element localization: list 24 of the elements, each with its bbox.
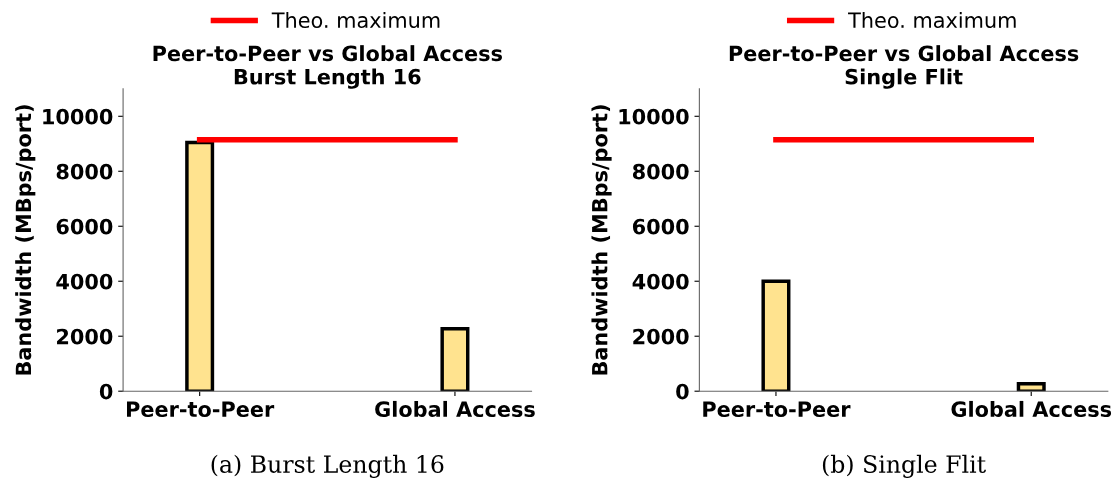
text: (a) Burst Length 16 (211, 454, 444, 478)
y-tick-label: 0 (676, 383, 689, 400)
y-axis-title: Bandwidth (MBps/port) (15, 105, 36, 375)
x-tick-label: Peer-to-Peer (127, 401, 275, 418)
y-axis-title: Bandwidth (MBps/port) (591, 105, 612, 375)
y-tick-label: 2000 (633, 328, 689, 345)
y-tick-label: 6000 (56, 218, 113, 235)
legend-label: Theo. maximum (848, 11, 1016, 29)
y-tick-label: 4000 (56, 273, 113, 290)
y-tick-label: 8000 (632, 163, 689, 180)
text: (b) Single Flit (822, 454, 986, 478)
y-tick-label: 10000 (43, 108, 113, 125)
y-tick-label: 6000 (632, 218, 689, 235)
y-tick-label: 0 (99, 383, 113, 400)
y-tick-label: 10000 (619, 108, 689, 125)
y-tick-label: 4000 (632, 273, 689, 290)
legend-label: Theo. maximum (271, 11, 440, 29)
x-tick-label: Global Access (375, 400, 535, 418)
chart-title: Peer-to-Peer vs Global Access Single Flit (729, 45, 1079, 89)
chart-title: Peer-to-Peer vs Global Access Burst Length 16 (153, 45, 502, 89)
x-tick-label: Global Access (951, 400, 1112, 418)
y-tick-label: 8000 (56, 163, 113, 180)
y-tick-label: 2000 (57, 328, 113, 345)
x-tick-label: Peer-to-Peer (703, 401, 851, 418)
